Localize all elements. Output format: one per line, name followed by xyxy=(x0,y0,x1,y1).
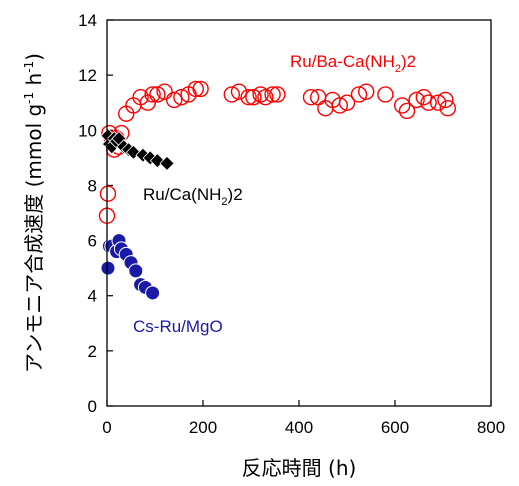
data-point xyxy=(223,86,241,103)
y-tick-label: 2 xyxy=(88,342,97,361)
data-point xyxy=(394,97,411,114)
data-point xyxy=(144,86,161,103)
data-point xyxy=(430,94,447,111)
data-point xyxy=(100,260,116,276)
data-point xyxy=(240,88,257,106)
data-point xyxy=(145,285,161,301)
data-point xyxy=(245,88,262,106)
y-axis-ticks: 0 2 4 6 8 10 12 14 xyxy=(78,11,113,416)
data-point xyxy=(187,80,205,98)
data-point xyxy=(128,263,144,279)
x-tick-label: 0 xyxy=(102,418,111,437)
data-point xyxy=(159,155,175,171)
y-tick-label: 8 xyxy=(88,176,97,195)
data-point xyxy=(156,83,173,100)
x-tick-label: 800 xyxy=(477,418,505,437)
y-tick-label: 12 xyxy=(78,66,97,85)
y-tick-label: 14 xyxy=(78,11,97,30)
y-tick-label: 6 xyxy=(88,232,97,251)
data-point xyxy=(338,94,356,111)
y-axis-title: アンモニア合成速度 (mmol g-1 h-1) xyxy=(22,53,46,373)
data-point xyxy=(99,185,117,202)
data-point xyxy=(264,86,281,103)
data-point xyxy=(165,91,183,109)
data-point xyxy=(420,94,437,111)
y-tick-label: 0 xyxy=(88,397,97,416)
plot-frame xyxy=(106,19,492,407)
data-point xyxy=(149,86,166,103)
data-point xyxy=(230,83,248,100)
y-tick-label: 4 xyxy=(88,287,97,306)
x-axis-title: 反応時間 (h) xyxy=(242,456,357,480)
data-point xyxy=(192,80,209,98)
data-point xyxy=(269,86,286,103)
data-point xyxy=(173,88,190,106)
data-point xyxy=(302,88,320,106)
data-point xyxy=(358,83,375,100)
x-tick-label: 400 xyxy=(285,418,313,437)
data-point xyxy=(331,97,348,114)
data-point xyxy=(408,91,425,109)
data-point xyxy=(437,91,454,109)
series-label-cs-ru-mgo: Cs-Ru/MgO xyxy=(133,317,223,336)
data-point xyxy=(252,86,269,103)
series-cs-ru-mgo xyxy=(100,233,161,301)
data-point xyxy=(377,86,394,103)
data-point xyxy=(257,88,274,106)
x-tick-label: 200 xyxy=(189,418,217,437)
series-label-ru-ca-nh2: Ru/Ca(NH2)2 xyxy=(143,185,243,208)
data-point xyxy=(415,88,432,106)
series-label-ru-ba-ca-nh2: Ru/Ba-Ca(NH2)2 xyxy=(290,52,416,75)
x-axis-ticks: 0 200 400 600 800 xyxy=(102,400,505,437)
data-point xyxy=(139,94,157,111)
y-tick-label: 10 xyxy=(78,121,97,140)
x-tick-label: 600 xyxy=(381,418,409,437)
series-ru-ca-nh2 xyxy=(100,128,175,171)
data-point xyxy=(439,100,456,117)
data-point xyxy=(398,102,416,120)
data-point xyxy=(350,86,368,103)
